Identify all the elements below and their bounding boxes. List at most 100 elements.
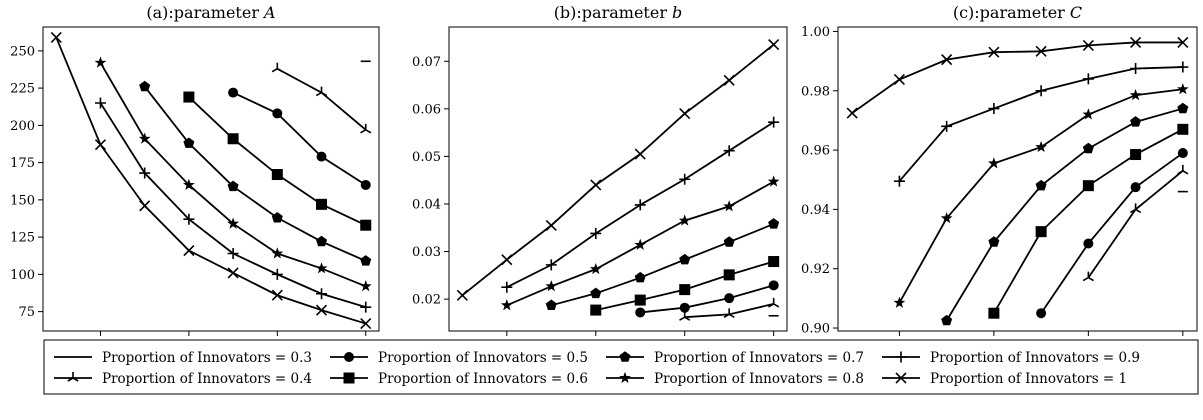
- data-point: [360, 255, 372, 266]
- legend: Proportion of Innovators = 0.3 Proportion…: [43, 339, 1199, 395]
- data-point: [1130, 36, 1142, 48]
- data-point: [139, 80, 151, 92]
- legend-entry: Proportion of Innovators = 0.4: [54, 371, 312, 387]
- data-point: [360, 317, 372, 330]
- y-tick-label: 150: [10, 193, 35, 208]
- data-point: [138, 132, 151, 144]
- data-point: [545, 219, 557, 231]
- legend-label: Proportion of Innovators = 0.8: [654, 371, 864, 387]
- y-tick-label: 125: [10, 231, 35, 246]
- data-point: [1129, 89, 1142, 101]
- legend-label: Proportion of Innovators = 0.7: [654, 350, 864, 366]
- series-2: [1082, 164, 1189, 282]
- series-line: [993, 128, 1184, 314]
- y-tick-label: 0.06: [412, 102, 441, 117]
- data-point: [1176, 83, 1189, 95]
- data-point: [271, 169, 283, 181]
- data-point: [589, 262, 602, 275]
- legend-label: Proportion of Innovators = 0.3: [102, 350, 312, 366]
- data-point: [1177, 164, 1189, 175]
- series-6: [893, 83, 1189, 308]
- data-point: [272, 108, 283, 119]
- data-point: [271, 247, 284, 259]
- y-tick-label: 0.02: [412, 293, 441, 308]
- data-point: [139, 167, 151, 179]
- data-point: [634, 148, 646, 160]
- panel-a: (a):parameter A4681075100125150175200225…: [10, 3, 380, 355]
- data-point: [271, 268, 283, 280]
- data-point: [1035, 179, 1047, 191]
- data-point: [893, 296, 906, 308]
- y-tick-label: 1.00: [801, 25, 830, 40]
- panel-title: (c):parameter C: [953, 3, 1082, 22]
- series-3: [635, 280, 779, 318]
- data-point: [590, 227, 602, 239]
- data-point: [1082, 271, 1094, 282]
- series-2: [271, 62, 372, 134]
- data-point: [988, 103, 1000, 115]
- series-line: [55, 37, 367, 325]
- data-point: [360, 301, 372, 313]
- data-point: [723, 308, 735, 319]
- data-point: [1083, 238, 1094, 249]
- series-line: [1040, 152, 1184, 314]
- data-point: [456, 289, 468, 301]
- data-point: [1177, 36, 1189, 48]
- data-point: [316, 198, 328, 210]
- legend-entry: Proportion of Innovators = 0.9: [882, 350, 1140, 366]
- series-line: [851, 41, 1183, 114]
- legend-entry: Proportion of Innovators = 1: [882, 371, 1127, 387]
- data-point: [768, 280, 779, 291]
- y-tick-label: 250: [10, 44, 35, 59]
- data-point: [768, 297, 780, 308]
- data-point: [893, 175, 905, 187]
- data-point: [988, 46, 1000, 58]
- data-point: [767, 175, 780, 187]
- data-point: [1177, 123, 1189, 135]
- legend-marker: [619, 371, 631, 384]
- data-point: [139, 200, 151, 212]
- y-tick-label: 0.94: [801, 203, 830, 218]
- legend-marker: [619, 351, 631, 362]
- legend-marker: [67, 372, 79, 382]
- data-point: [227, 217, 239, 229]
- legend-box: [43, 339, 1199, 395]
- legend-entry: Proportion of Innovators = 0.6: [330, 371, 588, 387]
- series-7: [501, 116, 780, 293]
- series-4: [183, 91, 372, 231]
- data-point: [545, 299, 557, 310]
- data-point: [634, 199, 646, 211]
- series-7: [94, 97, 372, 313]
- data-point: [1082, 142, 1094, 154]
- legend-label: Proportion of Innovators = 0.6: [378, 371, 588, 387]
- series-4: [988, 123, 1189, 319]
- legend-entry: Proportion of Innovators = 0.3: [54, 350, 312, 366]
- legend-marker: [344, 352, 354, 362]
- legend-marker: [895, 372, 907, 384]
- data-point: [723, 74, 735, 86]
- series-line: [551, 223, 774, 307]
- data-point: [893, 73, 905, 86]
- data-point: [1035, 140, 1048, 153]
- data-point: [678, 214, 691, 226]
- legend-marker: [343, 372, 355, 384]
- data-point: [679, 108, 691, 120]
- data-point: [316, 151, 327, 162]
- data-point: [679, 284, 691, 296]
- data-point: [1036, 308, 1047, 319]
- series-line: [898, 66, 1183, 182]
- data-point: [1177, 61, 1189, 73]
- data-point: [1082, 108, 1095, 120]
- data-point: [723, 236, 735, 247]
- data-point: [183, 137, 195, 148]
- series-line: [945, 107, 1184, 322]
- data-point: [1035, 226, 1047, 238]
- data-point: [227, 180, 239, 192]
- data-point: [315, 304, 328, 316]
- data-point: [1130, 182, 1141, 193]
- data-point: [724, 293, 735, 304]
- data-point: [988, 307, 1000, 319]
- y-tick-label: 100: [10, 268, 35, 283]
- data-point: [941, 54, 953, 66]
